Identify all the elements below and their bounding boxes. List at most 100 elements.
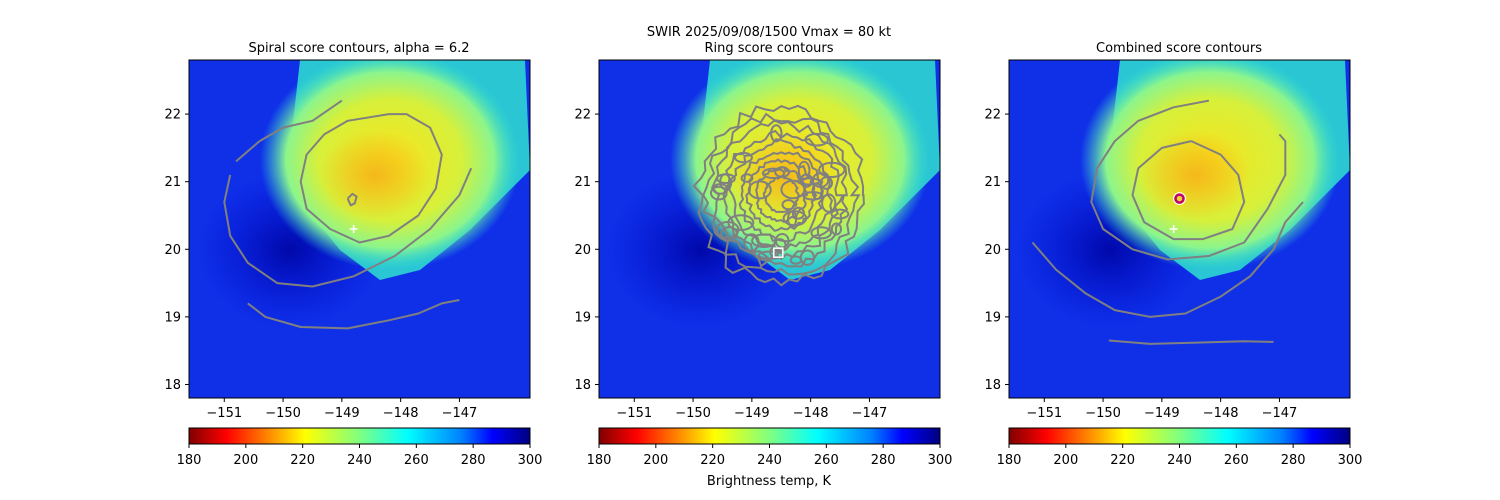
- colorbar-gradient: [1008, 427, 1351, 445]
- panel-title: Combined score contours: [1096, 41, 1262, 56]
- y-tick-label: 19: [574, 310, 591, 325]
- colorbar: 180 200 220 240 260 280 300 Brightness temp, K: [587, 427, 953, 489]
- ring-score-contour: [720, 226, 738, 242]
- marker-layer: [349, 225, 358, 233]
- y-tick-label: 22: [164, 108, 181, 123]
- cloud-core: [320, 130, 430, 220]
- colorbar-tick-label: 200: [233, 453, 258, 468]
- y-axis: 18 19 20 21 22: [164, 108, 189, 393]
- y-axis: 18 19 20 21 22: [984, 108, 1009, 393]
- score-contour: [346, 192, 358, 207]
- ring-score-contour: [804, 132, 829, 147]
- y-tick-label: 21: [984, 175, 1001, 190]
- best-track-center-marker: [349, 225, 358, 233]
- ring-score-contour: [781, 199, 796, 211]
- y-tick-label: 18: [164, 378, 181, 393]
- colorbar: 180 200 220 240 260 280 300: [997, 427, 1363, 468]
- ring-score-contour: [743, 233, 760, 252]
- y-tick-label: 18: [984, 378, 1001, 393]
- x-tick-label: −151: [206, 406, 242, 421]
- x-tick-label: −148: [383, 406, 419, 421]
- panel-title: Ring score contours: [704, 41, 833, 56]
- y-tick-label: 22: [984, 108, 1001, 123]
- score-contour: [1031, 201, 1304, 318]
- y-tick-label: 18: [574, 378, 591, 393]
- y-axis: 18 19 20 21 22: [574, 108, 599, 393]
- x-tick-label: −151: [1026, 406, 1062, 421]
- colorbar-tick-label: 240: [1167, 453, 1192, 468]
- ring-score-contour: [747, 180, 772, 200]
- x-tick-label: −147: [1262, 406, 1298, 421]
- ring-score-contour: [738, 151, 824, 243]
- colorbar-tick-label: 180: [997, 453, 1022, 468]
- contour-layer: [223, 99, 473, 330]
- colorbar-tick-label: 200: [1053, 453, 1078, 468]
- colorbar-ticks: 180 200 220 240 260 280 300: [587, 444, 953, 468]
- ring-score-contour: [773, 238, 787, 252]
- score-contour: [1131, 140, 1246, 241]
- colorbar-tick-label: 280: [871, 453, 896, 468]
- colorbar-tick-label: 220: [1110, 453, 1135, 468]
- colorbar-tick-label: 240: [757, 453, 782, 468]
- y-tick-label: 20: [984, 243, 1001, 258]
- ring-score-contour: [830, 222, 843, 236]
- x-tick-label: −151: [616, 406, 652, 421]
- colorbar-gradient: [598, 427, 941, 445]
- colorbar-tick-label: 180: [587, 453, 612, 468]
- x-tick-label: −148: [793, 406, 829, 421]
- colorbar-tick-label: 280: [461, 453, 486, 468]
- x-tick-label: −148: [1203, 406, 1239, 421]
- colorbar-tick-label: 260: [404, 453, 429, 468]
- cloud-core: [1140, 130, 1250, 220]
- x-tick-label: −149: [1144, 406, 1180, 421]
- ring-score-contour: [753, 243, 777, 262]
- ring-score-contour: [692, 104, 865, 287]
- score-contour: [235, 99, 343, 163]
- ring-score-contour: [799, 249, 816, 266]
- y-tick-label: 21: [164, 175, 181, 190]
- combined-center-marker: [1174, 193, 1185, 204]
- x-tick-label: −150: [1085, 406, 1121, 421]
- colorbar-tick-label: 280: [1281, 453, 1306, 468]
- colorbar-tick-label: 260: [814, 453, 839, 468]
- x-tick-label: −150: [265, 406, 301, 421]
- ring-score-contour: [727, 214, 755, 232]
- ring-score-contour: [710, 185, 728, 201]
- marker-layer: [773, 247, 784, 258]
- ring-score-contour: [802, 191, 824, 201]
- ring-score-contour: [818, 161, 846, 178]
- x-tick-label: −147: [852, 406, 888, 421]
- colorbar-tick-label: 220: [290, 453, 315, 468]
- colorbar: 180 200 220 240 260 280 300: [177, 427, 543, 468]
- colorbar-tick-label: 300: [1338, 453, 1363, 468]
- panel-combined: Combined score contours −151 −150 −149 −148…: [984, 41, 1362, 468]
- x-axis: −151 −150 −149 −148 −147: [206, 398, 477, 421]
- score-contour: [223, 167, 473, 288]
- colorbar-tick-label: 300: [928, 453, 953, 468]
- best-track-center-marker: [1169, 225, 1178, 233]
- score-contour: [247, 299, 460, 330]
- ring-score-contour: [774, 166, 790, 178]
- colorbar-tick-label: 220: [700, 453, 725, 468]
- panel-title: Spiral score contours, alpha = 6.2: [248, 41, 469, 56]
- colorbar-tick-label: 300: [518, 453, 543, 468]
- y-tick-label: 22: [574, 108, 591, 123]
- y-tick-label: 20: [574, 243, 591, 258]
- colorbar-tick-label: 240: [347, 453, 372, 468]
- ring-score-contour: [821, 193, 837, 213]
- suptitle: SWIR 2025/09/08/1500 Vmax = 80 kt: [647, 25, 891, 40]
- contour-layer: [1031, 99, 1304, 345]
- ring-contour-layer: [692, 104, 865, 287]
- plot-frame: [188, 59, 531, 399]
- ring-score-contour: [799, 173, 814, 188]
- colorbar-tick-label: 200: [643, 453, 668, 468]
- colorbar-ticks: 180 200 220 240 260 280 300: [177, 444, 543, 468]
- x-tick-label: −149: [734, 406, 770, 421]
- x-tick-label: −147: [442, 406, 478, 421]
- y-tick-label: 20: [164, 243, 181, 258]
- colorbar-gradient: [188, 427, 531, 445]
- ring-score-contour: [830, 208, 850, 220]
- ring-score-contour: [740, 173, 754, 183]
- x-axis: −151 −150 −149 −148 −147: [616, 398, 887, 421]
